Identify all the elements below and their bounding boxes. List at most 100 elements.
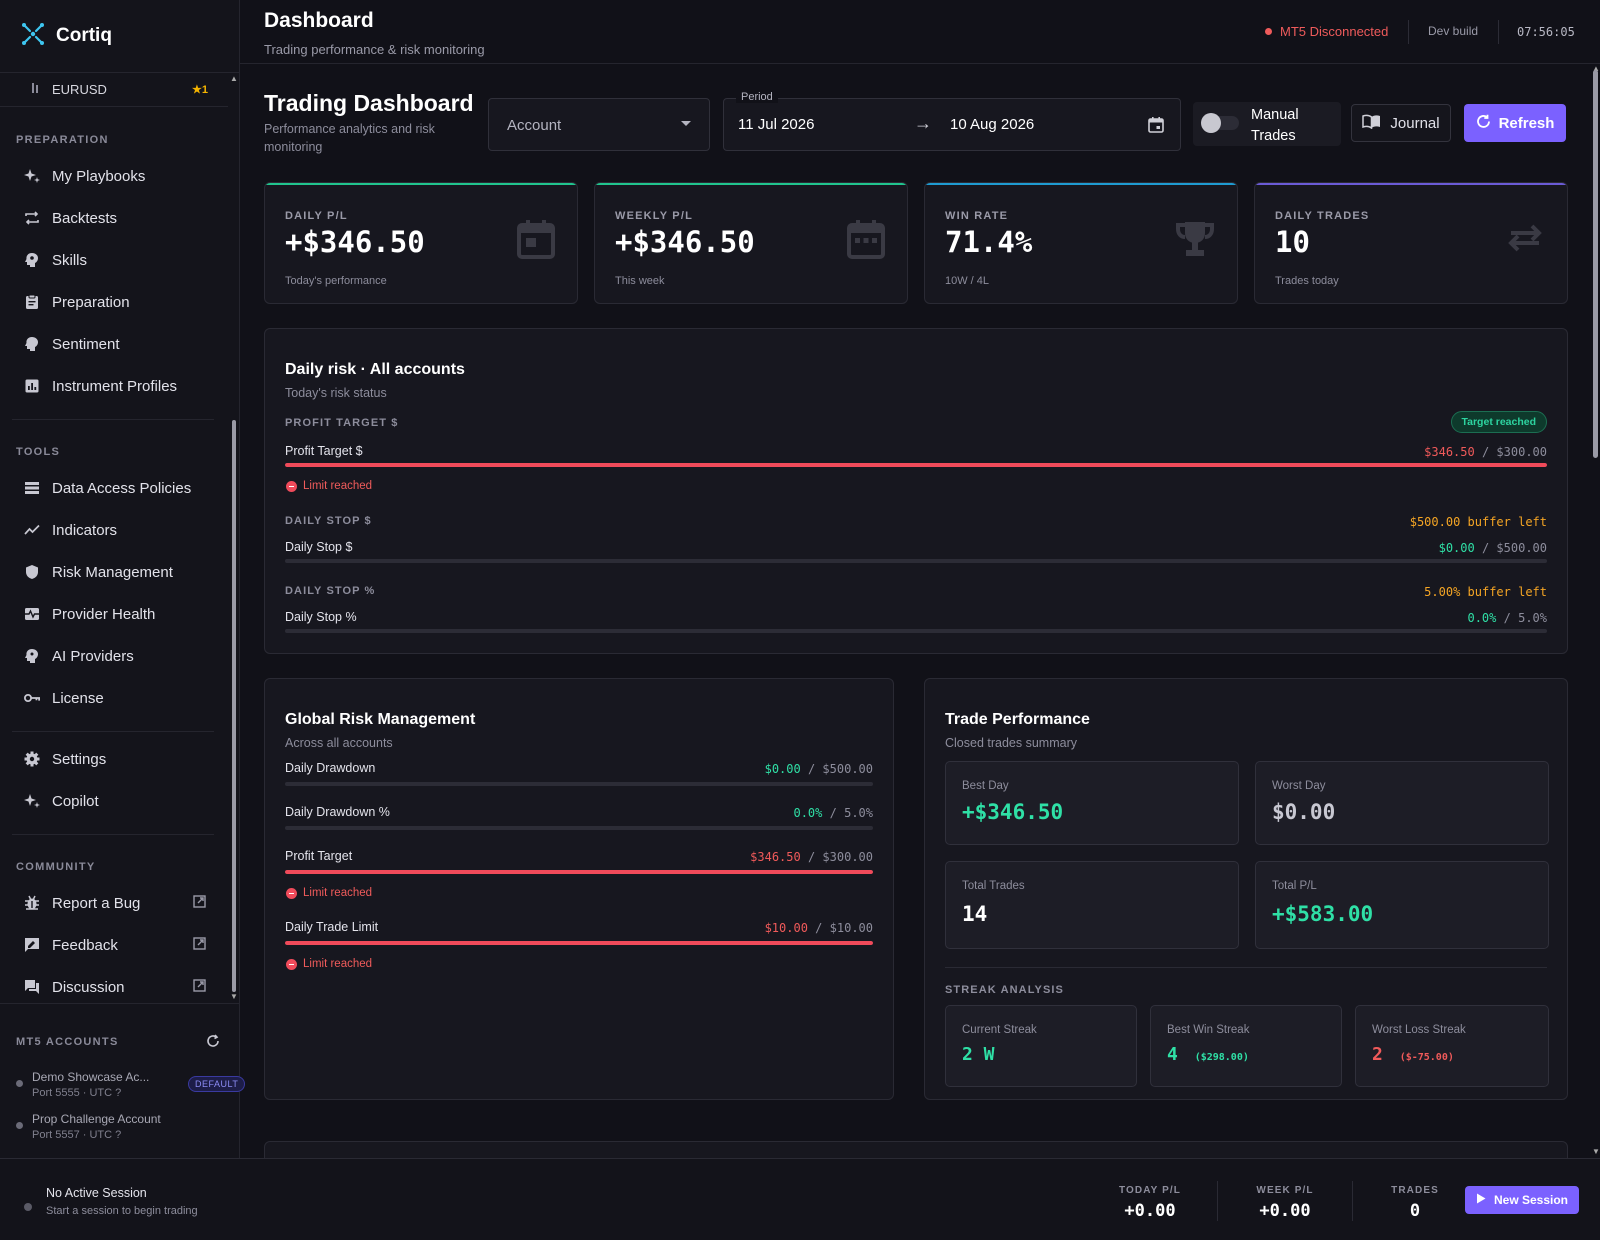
tile-value: 4 ($298.00) [1167, 1044, 1249, 1065]
sidebar-scroll-down-icon[interactable]: ▼ [230, 992, 238, 1001]
total-pl-tile: Total P/L +$583.00 [1255, 861, 1549, 949]
risk-progress-fill [285, 941, 873, 945]
play-icon [1476, 1193, 1486, 1207]
period-date-range[interactable]: Period 11 Jul 2026 → 10 Aug 2026 [723, 91, 1181, 151]
gear-icon [24, 751, 40, 767]
mt5-account-item[interactable]: Demo Showcase Ac... Port 5555 · UTC ? DE… [16, 1070, 246, 1099]
main-content: ▲ ▼ Trading Dashboard Performance analyt… [240, 64, 1600, 1158]
streak-count: 2 [1372, 1044, 1383, 1065]
cortiq-logo-icon [20, 21, 46, 52]
today-pl-stat: TODAY P/L +0.00 [1110, 1185, 1190, 1221]
sidebar-item-ai-providers[interactable]: AI Providers [0, 635, 240, 677]
bug-icon [24, 895, 40, 911]
sidebar-scroll-area[interactable]: EURUSD ★1 PREPARATION My Playbooks Backt… [0, 73, 240, 1003]
sidebar-divider [12, 731, 214, 732]
risk-row-value: $0.00 / $500.00 [1439, 541, 1547, 555]
storage-icon [24, 480, 40, 496]
risk-separator: / [829, 806, 837, 820]
build-label: Dev build [1428, 24, 1479, 38]
stat-value: 71.4% [945, 225, 1033, 259]
sidebar-item-label: Report a Bug [52, 894, 141, 912]
stat-subtext: 10W / 4L [945, 275, 990, 287]
calendar-icon[interactable] [1148, 116, 1164, 138]
sidebar-item-report-a-bug[interactable]: Report a Bug [0, 882, 240, 924]
stat-value: +0.00 [1259, 1201, 1311, 1221]
sidebar-item-backtests[interactable]: Backtests [0, 197, 240, 239]
account-port: Port 5555 · UTC ? [32, 1087, 122, 1099]
main-scroll-down-icon[interactable]: ▼ [1592, 1147, 1600, 1156]
ai-brain-icon [24, 648, 40, 664]
sidebar-item-indicators[interactable]: Indicators [0, 509, 240, 551]
sidebar-item-risk-management[interactable]: Risk Management [0, 551, 240, 593]
limit-reached-label: Limit reached [303, 480, 373, 492]
account-name: Demo Showcase Ac... [32, 1070, 150, 1084]
card-subtitle: Today's risk status [285, 386, 387, 400]
tile-label: Worst Loss Streak [1372, 1024, 1466, 1036]
risk-row-value: 0.0% / 5.0% [793, 806, 873, 820]
logo[interactable]: Cortiq [0, 0, 239, 73]
streak-amount: ($298.00) [1194, 1052, 1249, 1063]
risk-limit: $500.00 [822, 762, 873, 776]
sidebar-item-skills[interactable]: Skills [0, 239, 240, 281]
pinned-symbol[interactable]: EURUSD ★1 [0, 73, 228, 107]
tile-value: +$583.00 [1272, 902, 1374, 926]
sidebar-item-discussion[interactable]: Discussion [0, 966, 240, 1003]
manual-trades-toggle[interactable]: Manual Trades [1193, 102, 1341, 146]
sidebar-divider [12, 834, 214, 835]
mt5-account-item[interactable]: Prop Challenge Account Port 5557 · UTC ? [16, 1112, 228, 1141]
stat-label: DAILY TRADES [1275, 210, 1370, 222]
sidebar-scroll-up-icon[interactable]: ▲ [230, 74, 238, 83]
main-scrollbar[interactable] [1593, 70, 1598, 458]
journal-button-label: Journal [1390, 114, 1440, 132]
new-session-button[interactable]: New Session [1465, 1186, 1579, 1214]
risk-limit: $300.00 [1496, 445, 1547, 459]
sidebar-item-license[interactable]: License [0, 677, 240, 719]
account-select-value: Account [507, 117, 562, 134]
risk-row-name: Profit Target $ [285, 444, 363, 458]
limit-reached-label: Limit reached [303, 958, 373, 970]
main-scroll-up-icon[interactable]: ▲ [1592, 64, 1600, 73]
streak-analysis-title: STREAK ANALYSIS [945, 984, 1064, 996]
pinned-symbol-label: EURUSD [52, 82, 107, 97]
external-link-icon [193, 895, 206, 912]
sidebar-item-provider-health[interactable]: Provider Health [0, 593, 240, 635]
clipboard-icon [24, 294, 40, 310]
sidebar-item-preparation[interactable]: Preparation [0, 281, 240, 323]
sidebar-item-feedback[interactable]: Feedback [0, 924, 240, 966]
pinned-star-badge: ★1 [192, 84, 208, 96]
period-start-date[interactable]: 11 Jul 2026 [738, 116, 815, 133]
sparkle-icon [24, 793, 40, 809]
sidebar-item-data-access-policies[interactable]: Data Access Policies [0, 467, 240, 509]
stat-value: +$346.50 [285, 225, 425, 259]
stat-value: +$346.50 [615, 225, 755, 259]
period-end-date[interactable]: 10 Aug 2026 [950, 116, 1035, 133]
refresh-icon[interactable] [206, 1034, 220, 1053]
sidebar-item-instrument-profiles[interactable]: Instrument Profiles [0, 365, 240, 407]
current-streak-tile: Current Streak 2 W [945, 1005, 1137, 1087]
account-select[interactable]: Account [488, 98, 710, 151]
clock: 07:56:05 [1517, 25, 1575, 39]
card-subtitle: Closed trades summary [945, 736, 1077, 750]
risk-progress-fill [285, 870, 873, 874]
sidebar-item-label: Instrument Profiles [52, 377, 178, 395]
sidebar-item-sentiment[interactable]: Sentiment [0, 323, 240, 365]
refresh-button[interactable]: Refresh [1464, 104, 1566, 142]
risk-row-daily-drawdown: Daily Drawdown $0.00 / $500.00 [285, 761, 873, 791]
toggle-switch[interactable] [1201, 113, 1239, 133]
sidebar-item-my-playbooks[interactable]: My Playbooks [0, 155, 240, 197]
sidebar-item-label: Data Access Policies [52, 479, 192, 497]
stat-accent-bar [595, 183, 907, 185]
global-risk-card: Global Risk Management Across all accoun… [264, 678, 894, 1100]
trend-icon [24, 522, 40, 538]
tile-value: 2 W [962, 1044, 995, 1065]
sidebar: Cortiq EURUSD ★1 PREPARATION My Playbook… [0, 0, 246, 1158]
sidebar-item-label: License [52, 689, 104, 707]
sidebar-item-settings[interactable]: Settings [0, 738, 240, 780]
journal-button[interactable]: Journal [1351, 104, 1451, 142]
sidebar-item-copilot[interactable]: Copilot [0, 780, 240, 822]
trade-performance-card: Trade Performance Closed trades summary … [924, 678, 1568, 1100]
risk-row-value: $0.00 / $500.00 [765, 762, 873, 776]
sidebar-scrollbar[interactable] [232, 420, 236, 992]
risk-progress-bar [285, 941, 873, 945]
